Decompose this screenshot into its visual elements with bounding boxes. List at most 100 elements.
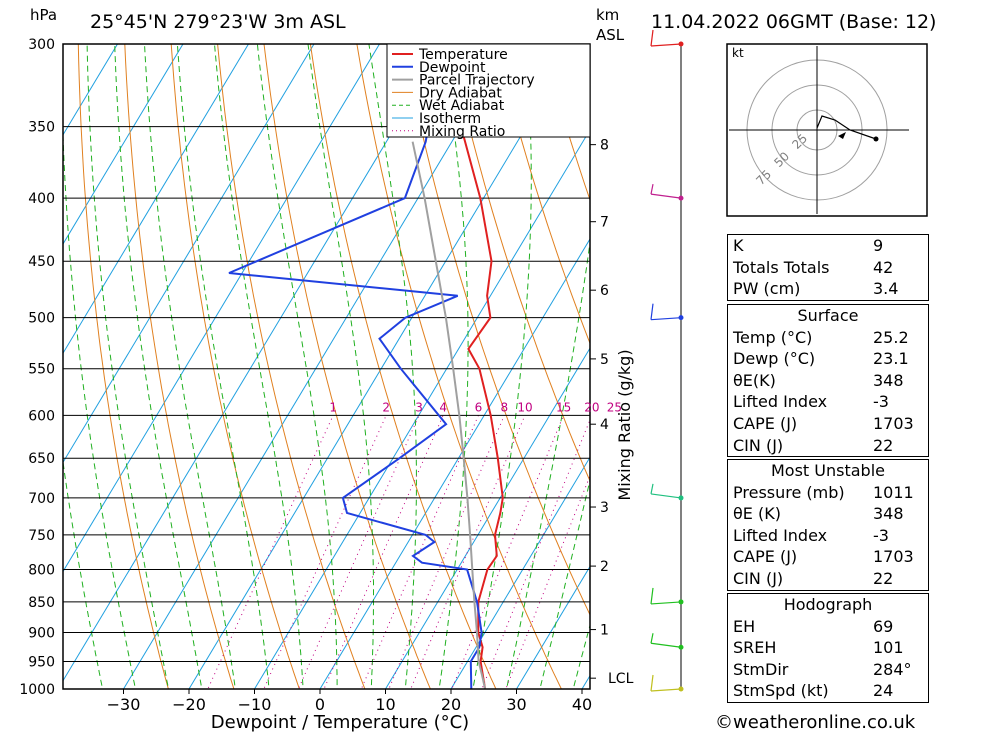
wet-adiabat-line: [176, 44, 270, 689]
pressure-tick-label: 650: [28, 451, 55, 467]
pressure-tick-label: 700: [28, 491, 55, 507]
mixing-ratio-line: [451, 415, 565, 689]
mixing-ratio-label: 20: [584, 400, 599, 414]
x-tick-label: 0: [315, 695, 325, 714]
hodograph-trace: [816, 115, 877, 140]
pressure-axis: 300 350 400 450 500 550 600 650 700 750 800 850 900 9…: [19, 37, 55, 698]
wind-barb-shaft: [650, 601, 682, 605]
surface-row: Dewp (°C) 23.1: [733, 349, 909, 369]
pressure-tick-label: 350: [28, 120, 55, 136]
wind-barb-shaft: [650, 43, 682, 47]
pressure-tick-label: 300: [28, 37, 55, 53]
isotherm-line: [0, 0, 111, 715]
datetime-title: 11.04.2022 06GMT (Base: 12): [651, 11, 936, 33]
mixing-ratio-label: 25: [607, 400, 622, 414]
hodograph-row: StmSpd (kt) 24: [733, 681, 894, 701]
sounding-series: [228, 44, 504, 689]
isotherm-line: [319, 238, 590, 689]
surface-row: CIN (J) 22: [733, 435, 894, 455]
wind-barb-flag: [650, 184, 654, 195]
pressure-tick-label: 950: [28, 655, 55, 671]
most-unstable-row: CIN (J) 22: [733, 568, 894, 588]
mixing-ratio-label: 8: [501, 400, 509, 414]
x-axis-title: Dewpoint / Temperature (°C): [211, 712, 469, 733]
surface-row: Temp (°C) 25.2: [733, 327, 909, 347]
index-row-totals: Totals Totals 42: [733, 257, 894, 277]
mixing-ratio-line: [297, 415, 420, 689]
legend-label: Isotherm: [419, 111, 481, 127]
x-tick-label: −10: [238, 695, 272, 714]
wind-barb-flag: [650, 303, 654, 320]
legend-label: Mixing Ratio: [419, 124, 505, 140]
surface-title: Surface: [797, 306, 859, 325]
hodograph-row: EH 69: [733, 616, 894, 636]
mixing-ratio-label: 2: [382, 400, 390, 414]
pressure-tick-label: 800: [28, 562, 55, 578]
legend-label: Parcel Trajectory: [419, 73, 535, 89]
km-tick-label: 1: [600, 623, 609, 639]
location-title: 25°45'N 279°23'W 3m ASL: [90, 11, 346, 33]
wind-barb-flag: [650, 483, 654, 495]
hodograph-row: SREH 101: [733, 638, 904, 658]
mixing-ratio-labels: 1 2 3 4 6 8 10 15 20 25: [329, 400, 622, 414]
pressure-tick-label: 600: [28, 408, 55, 424]
most-unstable-row: θE (K) 348: [733, 504, 904, 524]
wind-barb-shaft: [650, 493, 682, 499]
isotherm-line: [253, 128, 590, 689]
wind-barb-shaft: [650, 642, 682, 648]
mixing-ratio-label: 10: [517, 400, 532, 414]
km-tick-label: 8: [600, 138, 609, 154]
mixing-ratio-line: [263, 415, 387, 689]
wind-barb-flag: [650, 674, 654, 692]
x-tick-label: 30: [506, 695, 526, 714]
dry-adiabat-line: [77, 44, 169, 689]
dry-adiabat-line: [541, 44, 590, 202]
hodograph-row: StmDir 284°: [733, 659, 912, 679]
mixing-ratio-line: [360, 415, 479, 689]
mixing-ratio-line: [505, 474, 590, 689]
temperature-axis: −30 −20 −10 0 10 20 30 40: [107, 689, 592, 714]
wet-adiabat-line: [368, 44, 417, 689]
isotherm-line: [450, 456, 590, 689]
wind-barb-shaft: [650, 688, 682, 692]
mixing-ratio-label: 15: [556, 400, 571, 414]
dewpoint-line: [228, 44, 483, 689]
plot-frame: [62, 43, 591, 690]
x-tick-label: −20: [172, 695, 206, 714]
surface-table: Surface Temp (°C) 25.2 Dewp (°C) 23.1 θE(K…: [727, 304, 929, 458]
wind-barb-flag: [650, 587, 654, 605]
mixing-ratio-line: [207, 415, 334, 689]
legend-label: Wet Adiabat: [419, 98, 505, 114]
wind-barb-shaft: [650, 317, 682, 321]
x-tick-label: 20: [441, 695, 461, 714]
most-unstable-title: Most Unstable: [771, 461, 885, 480]
isotherm-line: [515, 565, 590, 689]
km-tick-label: 3: [600, 500, 609, 516]
x-tick-label: −30: [107, 695, 141, 714]
asl-unit-label: ASL: [596, 26, 625, 44]
pressure-tick-label: 750: [28, 528, 55, 544]
wind-barb-flag: [650, 633, 654, 644]
mixing-ratio-label: 4: [439, 400, 447, 414]
wet-adiabat-line: [213, 44, 304, 689]
hodograph-unit: kt: [732, 46, 744, 60]
isotherm-line: [63, 44, 381, 573]
km-tick-label: 4: [600, 417, 609, 433]
hodograph-end-dot: [873, 136, 879, 142]
hodograph-table-title: Hodograph: [783, 595, 873, 614]
pressure-tick-label: 400: [28, 191, 55, 207]
pressure-tick-label: 1000: [19, 682, 55, 698]
wet-adiabat-line: [114, 44, 203, 689]
most-unstable-table: Most Unstable Pressure (mb) 1011 θE (K) 34…: [727, 459, 929, 591]
dry-adiabat-line: [217, 44, 366, 689]
wet-adiabat-line: [256, 44, 338, 689]
km-tick-label: 2: [600, 559, 609, 575]
credit-footer: ©weatheronline.co.uk: [715, 712, 916, 733]
mixing-ratio-label: 6: [475, 400, 483, 414]
wind-profile: [650, 29, 684, 692]
km-unit-label: km: [596, 6, 619, 24]
